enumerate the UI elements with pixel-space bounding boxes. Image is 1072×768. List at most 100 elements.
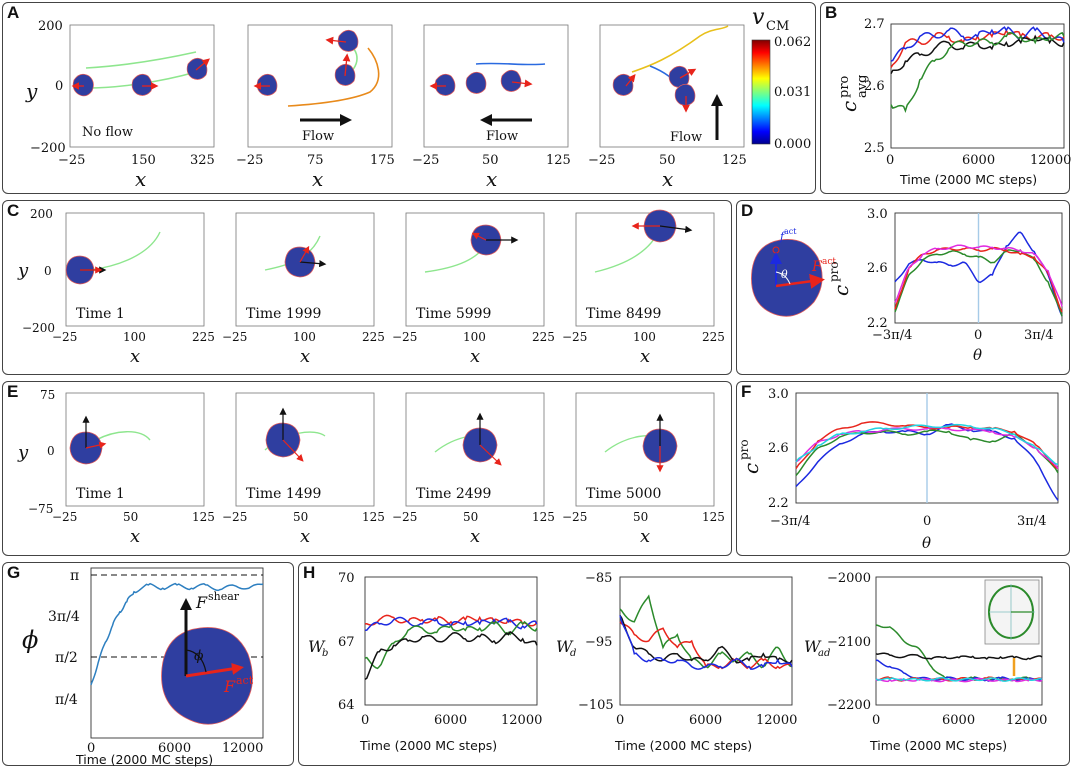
panel-f-series xyxy=(795,421,1059,501)
panel-f-plot: c pro 3.0 2.6 2.2 −3π/4 0 3π/4 θ xyxy=(737,387,1059,552)
panel-f-ytick: 2.6 xyxy=(768,441,789,456)
colorbar: v CM 0.062 0.031 0.000 xyxy=(751,5,811,152)
panel-a-label: A xyxy=(7,3,20,22)
xtick: 125 xyxy=(192,510,215,524)
panel-a-xlabel: x xyxy=(135,167,146,191)
phi-label: ϕ xyxy=(194,648,204,664)
series-line-cyan xyxy=(875,676,1043,682)
trajectory-colored xyxy=(631,25,729,73)
cell-1 xyxy=(256,73,278,96)
snapshot-axes xyxy=(575,392,715,507)
theta-arc xyxy=(775,271,791,285)
time-label: Time 5000 xyxy=(586,486,661,502)
panel-a-flow-label: Flow xyxy=(302,129,334,144)
panel-d-plot: θ f act F act c pro 3.0 2.6 2.2 −3π/4 0 … xyxy=(751,207,1063,364)
trajectory-upper xyxy=(85,51,197,69)
panel-h-xtick: 6000 xyxy=(942,713,975,728)
phi-arc xyxy=(185,649,207,673)
panel-h-xlabel: Time (2000 MC steps) xyxy=(869,738,1007,753)
xtick: −25 xyxy=(562,510,587,524)
panel-d-xlabel: θ xyxy=(973,346,982,364)
xtick: 125 xyxy=(702,510,725,524)
panel-e-ytick: 75 xyxy=(40,388,55,402)
panel-a-axes-2 xyxy=(247,24,393,148)
cell-1 xyxy=(72,73,94,97)
panel-b-ytick: 2.5 xyxy=(864,141,885,156)
cell-3 xyxy=(500,69,522,92)
panel-g-xtick: 0 xyxy=(87,741,95,756)
panel-a-xtick: 125 xyxy=(722,153,747,168)
panel-e-label: E xyxy=(7,382,19,401)
xtick: 125 xyxy=(362,510,385,524)
panel-g-series xyxy=(90,582,264,686)
xtick: 225 xyxy=(532,330,555,344)
panel-h-xtick: 12000 xyxy=(756,713,797,728)
panel-d-ytick: 3.0 xyxy=(867,207,888,222)
force-arrow xyxy=(299,245,310,263)
panel-c-ytick: −200 xyxy=(22,321,55,335)
panel-a-axes-4 xyxy=(599,24,745,148)
panel-c-label: C xyxy=(7,201,20,220)
series-line-green xyxy=(894,248,1063,317)
panel-c-ylabel: y xyxy=(17,260,29,281)
force-arrow xyxy=(282,439,304,462)
colorbar-tick: 0.031 xyxy=(774,85,811,100)
snapshot-4: Time 5000 −25 50 125 x xyxy=(562,392,725,547)
panel-b-xtick: 6000 xyxy=(962,153,995,168)
panel-h: H xyxy=(298,562,1070,766)
colorbar-tick: 0.000 xyxy=(774,137,811,152)
panel-g-ylabel: ϕ xyxy=(22,626,38,654)
panel-a-ytick-bot: −200 xyxy=(30,141,66,156)
xlabel: x xyxy=(130,346,140,367)
panel-b-ylabel-sub: avg xyxy=(855,75,870,98)
xtick: 125 xyxy=(532,510,555,524)
panel-d-xtick: 0 xyxy=(974,328,982,343)
xlabel: x xyxy=(300,346,310,367)
panel-a-xtick: 75 xyxy=(307,153,324,168)
xlabel: x xyxy=(640,346,650,367)
f-act-small-sup: act xyxy=(784,227,797,236)
panel-h-xtick: 0 xyxy=(616,713,624,728)
panel-h-plots: W b 70 67 64 0 6000 12000 Time (2000 MC … xyxy=(308,571,1047,753)
panel-f-xtick: −3π/4 xyxy=(770,514,810,529)
series-line-red xyxy=(364,614,538,627)
force-arrow xyxy=(479,444,502,466)
panel-g-xtick: 6000 xyxy=(158,741,191,756)
series-line-cyan xyxy=(795,423,1059,466)
panel-e: E xyxy=(2,381,732,556)
panel-g-xtick: 12000 xyxy=(222,741,263,756)
panel-f-ytick: 2.2 xyxy=(768,496,789,511)
xtick: 100 xyxy=(633,330,656,344)
panel-d-series xyxy=(894,231,1063,317)
panel-g-plot: ϕ π 3π/4 π/2 π/4 0 6000 12000 Time (2000… xyxy=(22,567,264,767)
panel-h-ytick: −2100 xyxy=(827,635,871,650)
panel-a-xtick: −25 xyxy=(236,153,263,168)
panel-b-ytick: 2.6 xyxy=(864,79,885,94)
force-arrow xyxy=(85,441,107,449)
time-label: Time 1 xyxy=(76,486,125,502)
snapshot-3: Time 5999 −25 100 225 x xyxy=(392,212,555,367)
panel-a-ytick-top: 200 xyxy=(38,19,63,34)
xtick: 50 xyxy=(463,510,478,524)
f-shear-label: F xyxy=(195,593,208,612)
force-arrow xyxy=(625,73,636,87)
snapshot-2: Time 1999 −25 100 225 x xyxy=(222,212,385,367)
panel-h-ytick: −105 xyxy=(578,698,614,713)
panel-g-ytick: π/4 xyxy=(55,692,78,708)
panel-c: C xyxy=(2,200,732,375)
panel-h-ylabel-wd-sub: d xyxy=(570,648,576,659)
panel-a-xlabel: x xyxy=(486,167,497,191)
panel-h-label: H xyxy=(303,563,316,582)
snapshot-4: Time 8499 −25 100 225 x xyxy=(562,209,725,367)
panel-b-ylabel: c xyxy=(837,101,861,112)
colorbar-title-sub: CM xyxy=(766,19,789,34)
f-act-sup: act xyxy=(822,257,836,267)
panel-f-xlabel: θ xyxy=(922,534,931,552)
panel-a-xtick: −25 xyxy=(412,153,439,168)
panel-h-xtick: 12000 xyxy=(501,713,542,728)
series-line-black xyxy=(364,630,538,681)
panel-a-xtick: 125 xyxy=(546,153,571,168)
panel-e-ytick: −75 xyxy=(28,502,53,516)
xtick: 100 xyxy=(123,330,146,344)
panel-b-axes xyxy=(890,23,1065,149)
